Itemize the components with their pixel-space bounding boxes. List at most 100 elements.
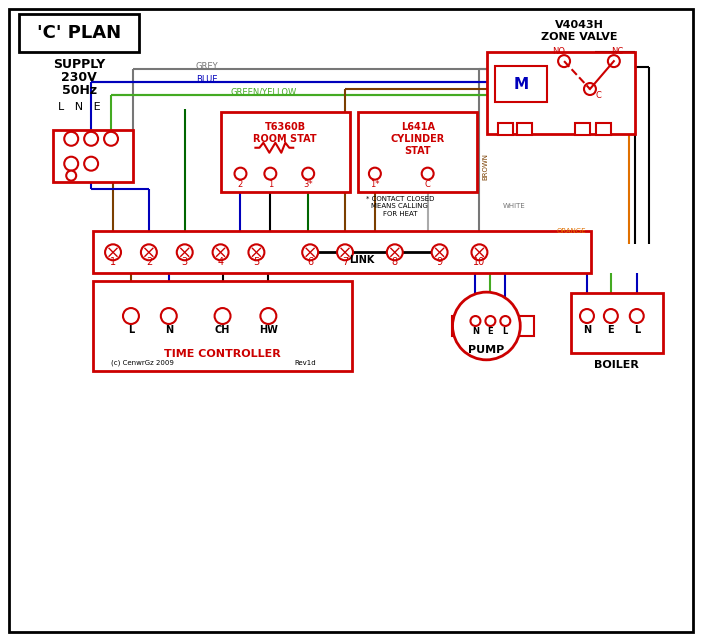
Bar — [518, 316, 534, 336]
Text: Rev1d: Rev1d — [294, 360, 316, 366]
Circle shape — [472, 244, 487, 260]
Circle shape — [337, 244, 353, 260]
Bar — [517, 123, 532, 135]
Text: ZONE VALVE: ZONE VALVE — [541, 32, 617, 42]
Bar — [571, 293, 663, 353]
Circle shape — [65, 156, 78, 171]
Bar — [93, 231, 591, 273]
Circle shape — [265, 168, 277, 179]
Bar — [596, 123, 611, 135]
Text: 1: 1 — [110, 257, 116, 267]
Circle shape — [84, 156, 98, 171]
Text: CH: CH — [215, 325, 230, 335]
Circle shape — [66, 171, 77, 181]
Text: 3: 3 — [182, 257, 188, 267]
Circle shape — [453, 292, 520, 360]
Circle shape — [105, 244, 121, 260]
Text: PUMP: PUMP — [468, 345, 505, 355]
Text: HW: HW — [259, 325, 278, 335]
Bar — [498, 123, 513, 135]
Circle shape — [387, 244, 403, 260]
Text: C: C — [425, 180, 430, 189]
Bar — [451, 316, 468, 336]
Bar — [20, 14, 139, 52]
Circle shape — [630, 309, 644, 323]
Text: T6360B: T6360B — [265, 122, 306, 132]
Text: 2: 2 — [146, 257, 152, 267]
Circle shape — [65, 132, 78, 146]
Text: 10: 10 — [473, 257, 486, 267]
Circle shape — [215, 308, 230, 324]
Bar — [93, 281, 352, 370]
Circle shape — [558, 55, 570, 67]
Circle shape — [580, 309, 594, 323]
Text: BLUE: BLUE — [196, 74, 217, 83]
Text: 'C' PLAN: 'C' PLAN — [37, 24, 121, 42]
Text: 1*: 1* — [370, 180, 380, 189]
Text: 6: 6 — [307, 257, 313, 267]
Text: LINK: LINK — [350, 255, 375, 265]
Text: M: M — [514, 76, 529, 92]
Text: TIME CONTROLLER: TIME CONTROLLER — [164, 349, 281, 359]
Text: STAT: STAT — [404, 146, 431, 156]
Text: ROOM STAT: ROOM STAT — [253, 134, 317, 144]
Text: GREY: GREY — [196, 62, 218, 71]
Circle shape — [303, 244, 318, 260]
Text: L: L — [634, 325, 640, 335]
Circle shape — [104, 132, 118, 146]
Text: 7: 7 — [342, 257, 348, 267]
Text: 9: 9 — [437, 257, 443, 267]
Text: L: L — [128, 325, 134, 335]
Text: CYLINDER: CYLINDER — [390, 134, 445, 144]
Bar — [220, 112, 350, 192]
Circle shape — [470, 316, 480, 326]
Text: L: L — [503, 328, 508, 337]
Text: NC: NC — [611, 47, 623, 56]
Text: SUPPLY: SUPPLY — [53, 58, 105, 71]
Text: ORANGE: ORANGE — [557, 228, 587, 235]
Text: C: C — [596, 92, 602, 101]
Text: E: E — [488, 328, 494, 337]
Circle shape — [141, 244, 157, 260]
Bar — [487, 52, 635, 134]
Text: (c) CenwrGz 2009: (c) CenwrGz 2009 — [112, 360, 174, 366]
Bar — [575, 123, 590, 135]
Circle shape — [177, 244, 192, 260]
Text: N: N — [583, 325, 591, 335]
Circle shape — [249, 244, 265, 260]
Text: 2: 2 — [238, 180, 243, 189]
Circle shape — [422, 168, 434, 179]
Circle shape — [213, 244, 229, 260]
Circle shape — [485, 316, 496, 326]
Text: V4043H: V4043H — [555, 21, 604, 30]
Text: 8: 8 — [392, 257, 398, 267]
Text: WHITE: WHITE — [503, 203, 525, 210]
Text: 230V: 230V — [61, 71, 97, 83]
Circle shape — [303, 168, 314, 179]
Text: FOR HEAT: FOR HEAT — [383, 212, 417, 217]
Circle shape — [584, 83, 596, 95]
Circle shape — [123, 308, 139, 324]
Circle shape — [234, 168, 246, 179]
Text: 50Hz: 50Hz — [62, 83, 97, 97]
Circle shape — [501, 316, 510, 326]
Text: 1: 1 — [267, 180, 273, 189]
Text: GREEN/YELLOW: GREEN/YELLOW — [230, 87, 297, 97]
Text: E: E — [607, 325, 614, 335]
Text: 4: 4 — [218, 257, 224, 267]
Circle shape — [369, 168, 381, 179]
Circle shape — [260, 308, 277, 324]
Circle shape — [608, 55, 620, 67]
Text: 5: 5 — [253, 257, 260, 267]
Text: L641A: L641A — [401, 122, 435, 132]
Text: * CONTACT CLOSED: * CONTACT CLOSED — [366, 196, 434, 201]
Text: N: N — [472, 328, 479, 337]
Text: L   N   E: L N E — [58, 102, 100, 112]
Bar — [496, 66, 547, 102]
Circle shape — [604, 309, 618, 323]
Circle shape — [161, 308, 177, 324]
Bar — [358, 112, 477, 192]
Text: NO: NO — [552, 47, 566, 56]
Bar — [53, 130, 133, 181]
Circle shape — [432, 244, 448, 260]
